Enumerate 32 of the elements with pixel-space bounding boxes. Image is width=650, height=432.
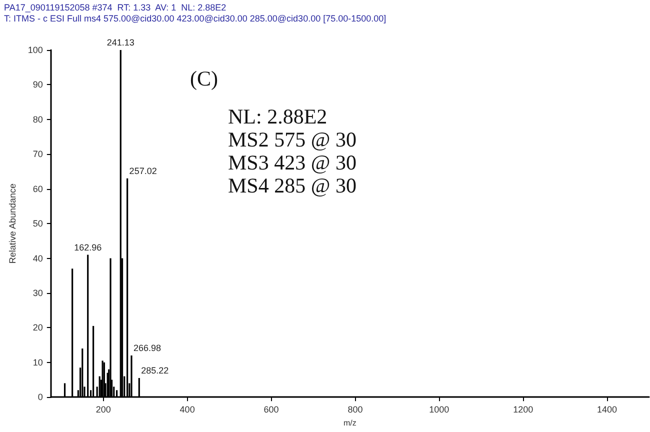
y-tick-label: 40 bbox=[32, 253, 43, 264]
annotation: MS3 423 @ 30 bbox=[228, 150, 356, 174]
y-tick-label: 50 bbox=[32, 218, 43, 229]
annotation: 257.02 bbox=[129, 166, 157, 176]
annotation: MS4 285 @ 30 bbox=[228, 174, 356, 198]
y-tick-label: 0 bbox=[38, 392, 43, 402]
x-tick-label: 1200 bbox=[513, 404, 534, 415]
y-axis-title: Relative Abundance bbox=[8, 184, 18, 264]
x-tick-label: 600 bbox=[264, 404, 279, 415]
annotation: 162.96 bbox=[74, 242, 102, 252]
y-tick-label: 70 bbox=[32, 149, 43, 160]
y-tick-label: 100 bbox=[28, 45, 43, 55]
chart-title: PA17_090119152058 #374 RT: 1.33 AV: 1 NL: 2.88E2 bbox=[4, 2, 226, 12]
x-tick-label: 1400 bbox=[597, 404, 618, 415]
annotation: 266.98 bbox=[133, 342, 162, 353]
y-tick-label: 30 bbox=[32, 288, 43, 298]
x-axis-title: m/z bbox=[344, 418, 356, 428]
annotation: NL: 2.88E2 bbox=[228, 104, 328, 128]
y-tick-label: 20 bbox=[32, 322, 43, 333]
y-tick-label: 80 bbox=[32, 114, 43, 124]
annotation: 241.13 bbox=[106, 38, 134, 48]
y-tick-label: 10 bbox=[32, 357, 43, 368]
x-tick-label: 200 bbox=[96, 404, 111, 415]
annotation: MS2 575 @ 30 bbox=[228, 128, 356, 152]
annotation: (C) bbox=[190, 66, 218, 90]
x-tick-label: 800 bbox=[348, 404, 363, 415]
x-tick-label: 1000 bbox=[429, 404, 450, 415]
annotation: 285.22 bbox=[141, 366, 169, 376]
y-tick-label: 90 bbox=[32, 80, 43, 90]
x-tick-label: 400 bbox=[180, 404, 195, 415]
chart-subtitle: T: ITMS - c ESI Full ms4 575.00@cid30.00 423.00@cid30.00 285.00@cid30.00 [75.00-1500.00] bbox=[4, 14, 386, 24]
y-tick-label: 60 bbox=[32, 184, 43, 194]
